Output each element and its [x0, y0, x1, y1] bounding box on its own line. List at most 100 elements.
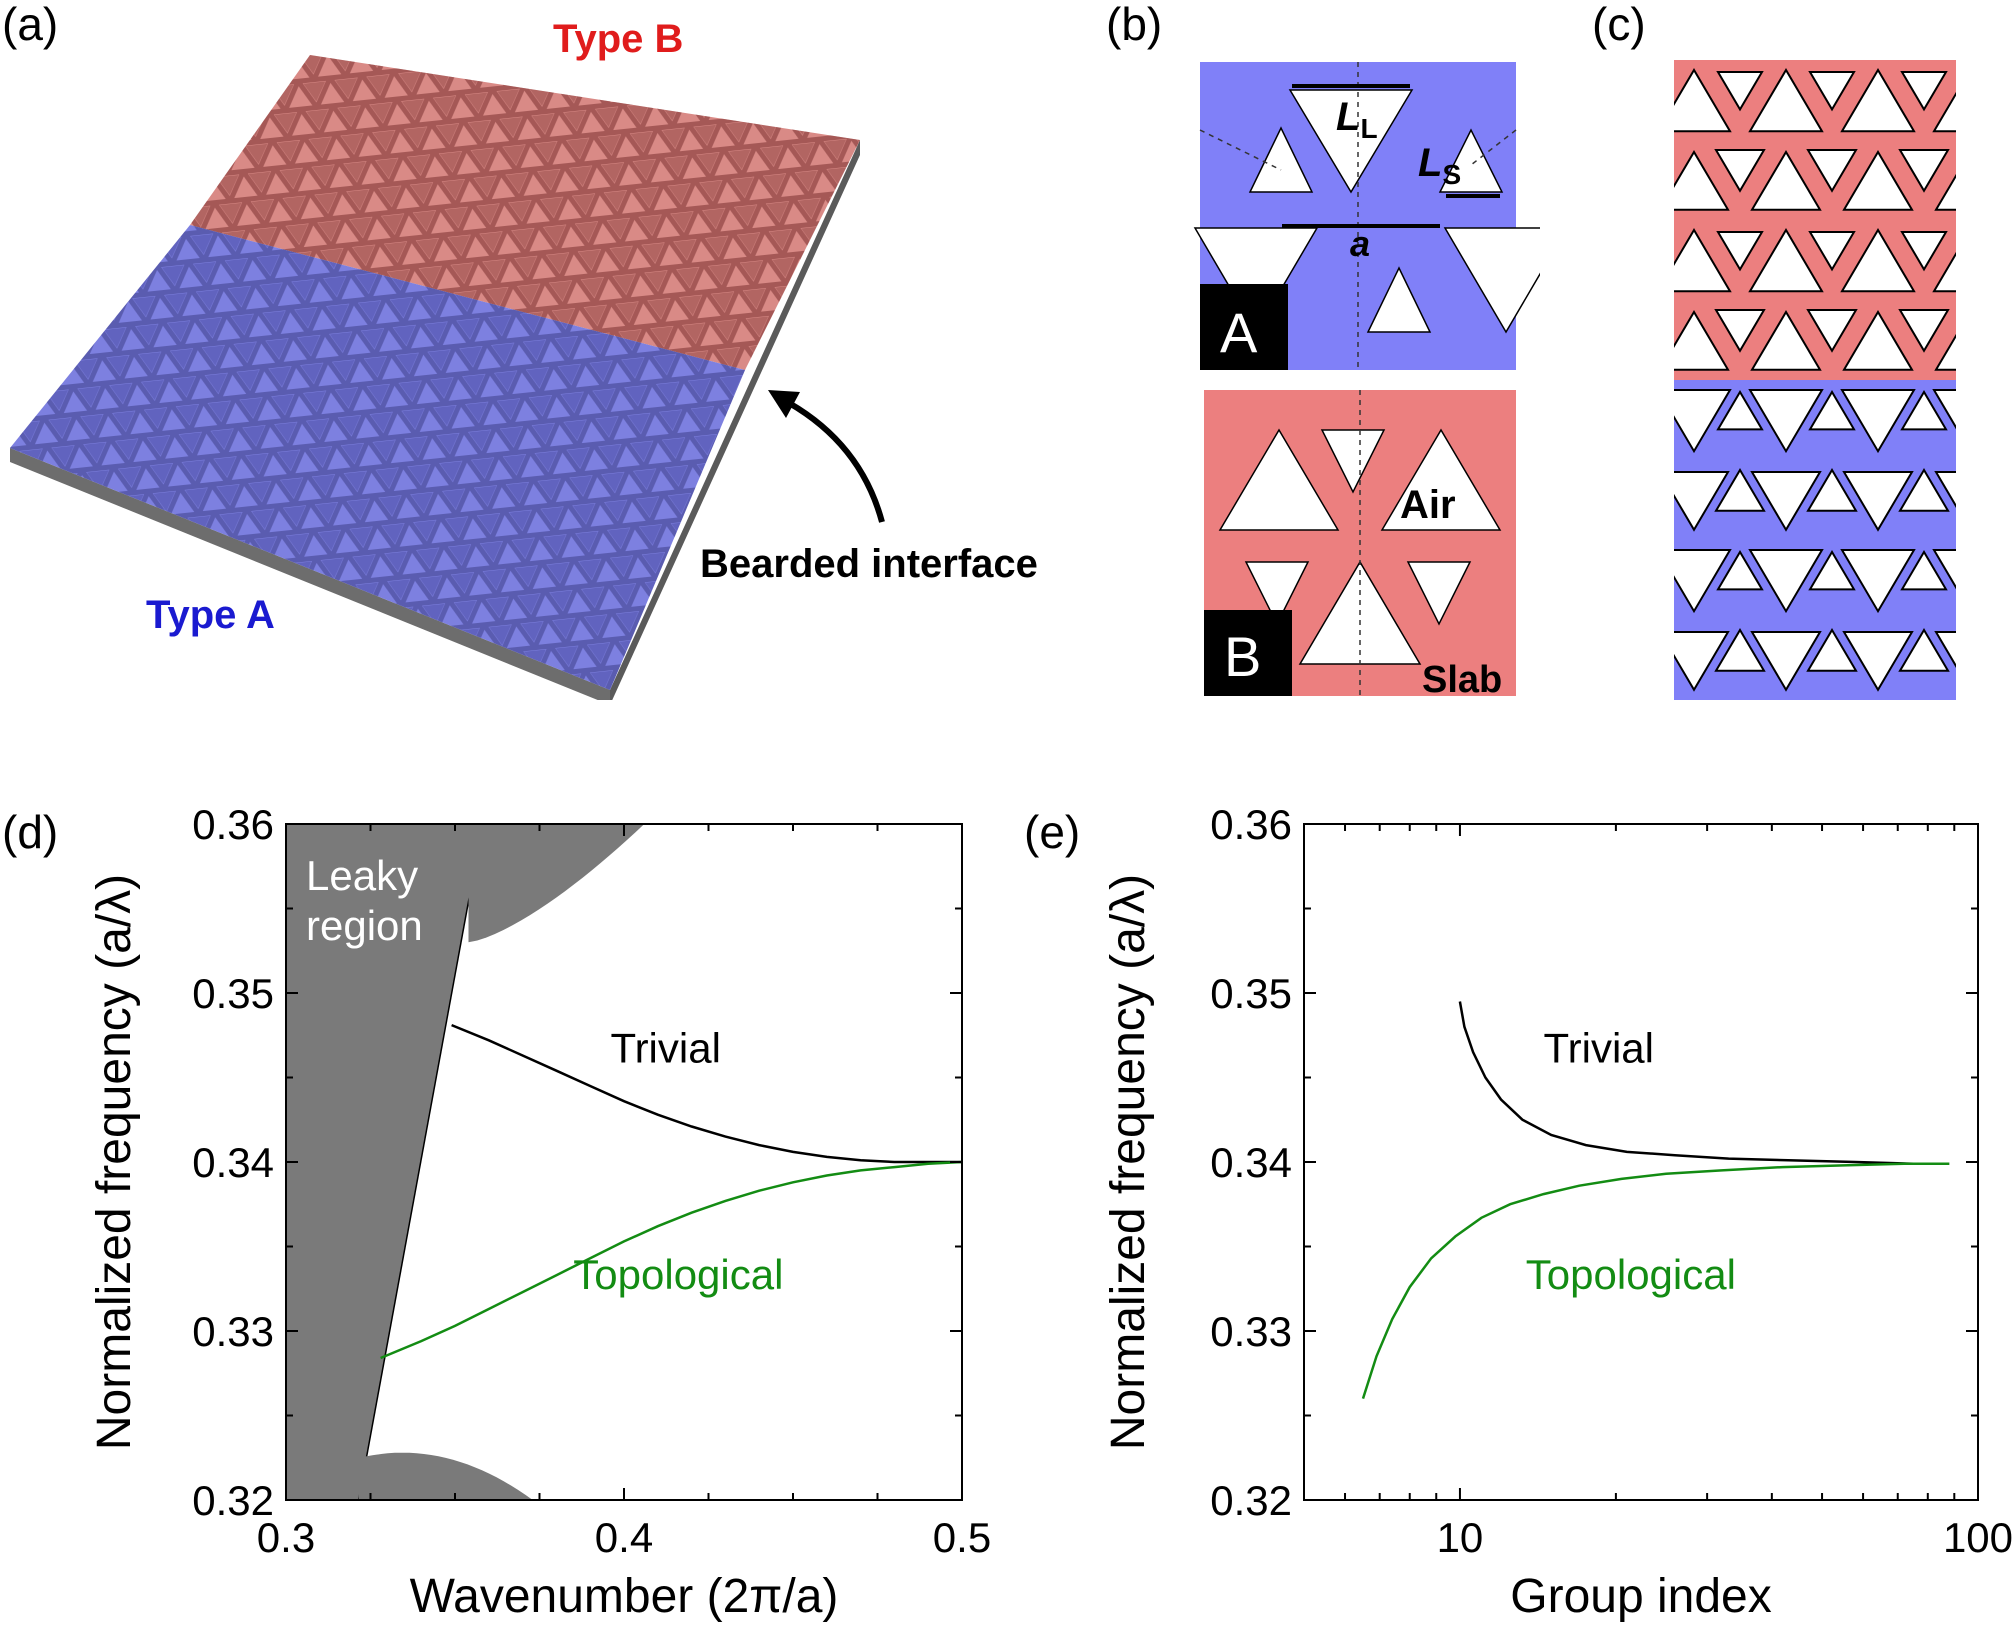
lattice-hole: [1898, 149, 1950, 193]
lattice-hole: [1748, 68, 1824, 133]
lattice-hole: [1580, 70, 1638, 131]
lattice-hole: [1624, 310, 1672, 351]
x-tick-label: 100: [1943, 1514, 2013, 1561]
lattice-hole: [1624, 150, 1672, 191]
lattice-hole: [1992, 470, 2000, 511]
lattice-hole: [1808, 71, 1856, 112]
lattice-hole: [1748, 549, 1824, 614]
x-axis-label: Wavenumber (2π/a): [410, 1570, 839, 1623]
x-tick-label: 0.5: [933, 1514, 991, 1561]
lattice-hole: [1900, 71, 1948, 112]
lattice-hole: [1674, 150, 1730, 211]
y-tick-label: 0.33: [192, 1308, 274, 1355]
interface-arrow: [778, 395, 885, 523]
series-label-topological: Topological: [1526, 1251, 1736, 1298]
y-tick-label: 0.32: [192, 1477, 274, 1524]
x-tick-label: 10: [1437, 1514, 1484, 1561]
leaky-label-1: Leaky: [306, 852, 418, 899]
lattice-hole: [1626, 232, 1670, 269]
panel-c: (c): [1580, 0, 2000, 700]
lattice-hole: [1898, 309, 1950, 353]
y-tick-label: 0.34: [1210, 1139, 1292, 1186]
lattice-hole: [1992, 310, 2000, 351]
lattice-hole: [1674, 68, 1732, 133]
lattice-hole: [1994, 72, 2000, 109]
lattice-hole: [1674, 389, 1732, 454]
l-large-label: LL: [1336, 95, 1378, 144]
lattice-hole: [1842, 150, 1914, 211]
lattice-hole: [1748, 228, 1824, 293]
lattice-hole: [1674, 549, 1732, 614]
lattice-hole: [1580, 550, 1638, 611]
lattice-hole: [1842, 471, 1914, 532]
lattice-hole: [1840, 389, 1916, 454]
lattice-hole: [1806, 468, 1858, 512]
y-axis-label: Normalized frequency (a/λ): [1102, 874, 1155, 1450]
y-tick-label: 0.34: [192, 1139, 274, 1186]
panel-d-tag: (d): [2, 806, 58, 858]
lattice-hole: [1934, 471, 1956, 508]
lattice-hole: [1994, 392, 2000, 429]
lattice-hole: [1624, 630, 1672, 671]
lattice-hole: [1750, 631, 1822, 692]
panel-c-tag: (c): [1592, 0, 1646, 50]
arrow-head-icon: [768, 390, 800, 418]
box-a-badge: [1200, 284, 1288, 370]
x-tick-label: 0.4: [595, 1514, 653, 1561]
lattice-hole: [1806, 628, 1858, 672]
lattice-hole: [1806, 309, 1858, 353]
lattice-hole: [1626, 552, 1670, 589]
interface-label: Bearded interface: [700, 542, 1038, 586]
lattice-hole: [1808, 550, 1856, 591]
lattice-hole: [1932, 389, 1956, 430]
y-tick-label: 0.35: [192, 970, 274, 1017]
air-label: Air: [1400, 483, 1456, 527]
leaky-label-2: region: [306, 902, 423, 949]
lattice-hole: [1992, 150, 2000, 191]
lattice-hole: [1714, 149, 1766, 193]
type-a-label: Type A: [146, 593, 275, 637]
y-axis-label: Normalized frequency (a/λ): [88, 874, 141, 1450]
box-b-label: B: [1224, 625, 1261, 688]
dimension-arrows-icon: [1282, 84, 1500, 228]
lattice-hole: [1934, 173, 1956, 211]
lattice-hole: [1580, 230, 1638, 291]
lattice-holes: [1580, 68, 2000, 692]
y-tick-label: 0.35: [1210, 970, 1292, 1017]
box-b-badge: [1204, 610, 1292, 696]
box-a-label: A: [1220, 301, 1258, 364]
lattice-hole: [1674, 631, 1730, 692]
lattice-hole: [1748, 389, 1824, 454]
lattice-hole: [1674, 228, 1732, 293]
y-tick-label: 0.32: [1210, 1477, 1292, 1524]
lattice-hole: [1626, 72, 1670, 109]
lattice-hole: [1840, 68, 1916, 133]
panel-b-tag: (b): [1106, 0, 1162, 50]
lattice-hole: [1994, 552, 2000, 589]
unit-cell-a-holes: [1193, 89, 1540, 334]
y-tick-label: 0.36: [1210, 801, 1292, 848]
lattice-a: [1674, 380, 1956, 700]
lattice-hole: [1840, 228, 1916, 293]
series-topological: [380, 1160, 963, 1360]
type-b-label: Type B: [553, 17, 683, 61]
x-tick-label: 0.3: [257, 1514, 315, 1561]
lattice-hole: [1932, 549, 1956, 590]
series-label-trivial: Trivial: [610, 1024, 720, 1071]
panel-a-tag: (a): [2, 0, 58, 50]
lattice-hole: [1714, 628, 1766, 672]
lattice-hole: [1716, 231, 1764, 272]
chart-e: (e) 0.32 0.33 0.34 0.35 0.36 10 100 Group index…: [1024, 801, 2013, 1623]
slab-edge: [610, 140, 860, 700]
series-label-topological: Topological: [573, 1251, 783, 1298]
lattice-hole: [1716, 71, 1764, 112]
l-small-label: LS: [1418, 141, 1461, 190]
panel-e-tag: (e): [1024, 806, 1080, 858]
lattice-hole: [1750, 150, 1822, 211]
lattice-hole: [1900, 231, 1948, 272]
lattice-hole: [1674, 310, 1730, 371]
lattice-hole: [1624, 470, 1672, 511]
lattice-hole: [1806, 149, 1858, 193]
series-trivial: [451, 1023, 962, 1164]
